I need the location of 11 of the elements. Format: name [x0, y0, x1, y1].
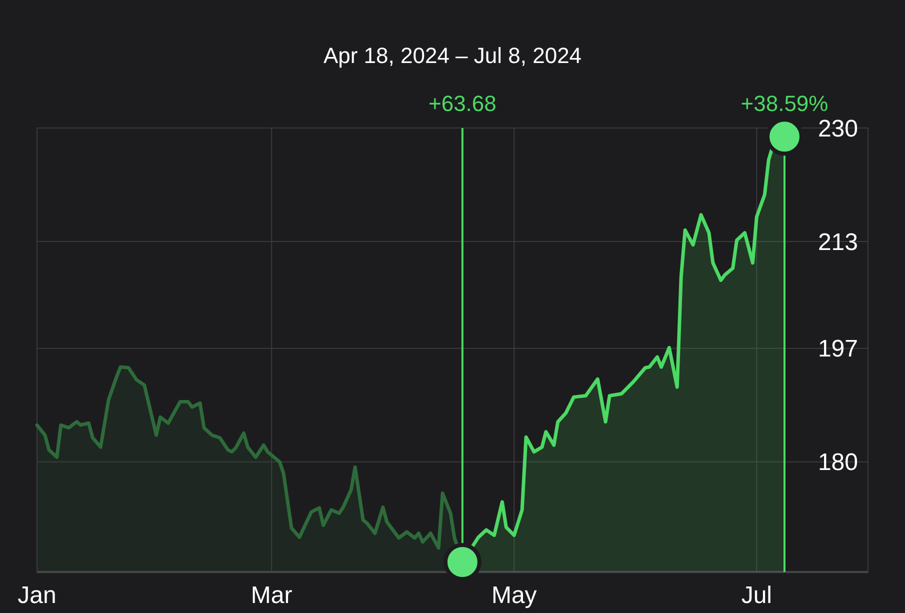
y-tick-label: 180: [818, 449, 858, 476]
y-tick-label: 197: [818, 336, 858, 363]
ref-line-label: +63.68: [428, 91, 496, 116]
chart-title: Apr 18, 2024 – Jul 8, 2024: [323, 43, 582, 68]
x-tick-label: Jan: [18, 582, 56, 609]
ref-line-label: +38.59%: [740, 91, 828, 116]
x-tick-label: Jul: [741, 582, 772, 609]
y-tick-label: 230: [818, 115, 858, 142]
x-tick-label: Mar: [250, 582, 292, 609]
y-tick-label: 213: [818, 228, 858, 256]
x-tick-label: May: [491, 582, 537, 609]
